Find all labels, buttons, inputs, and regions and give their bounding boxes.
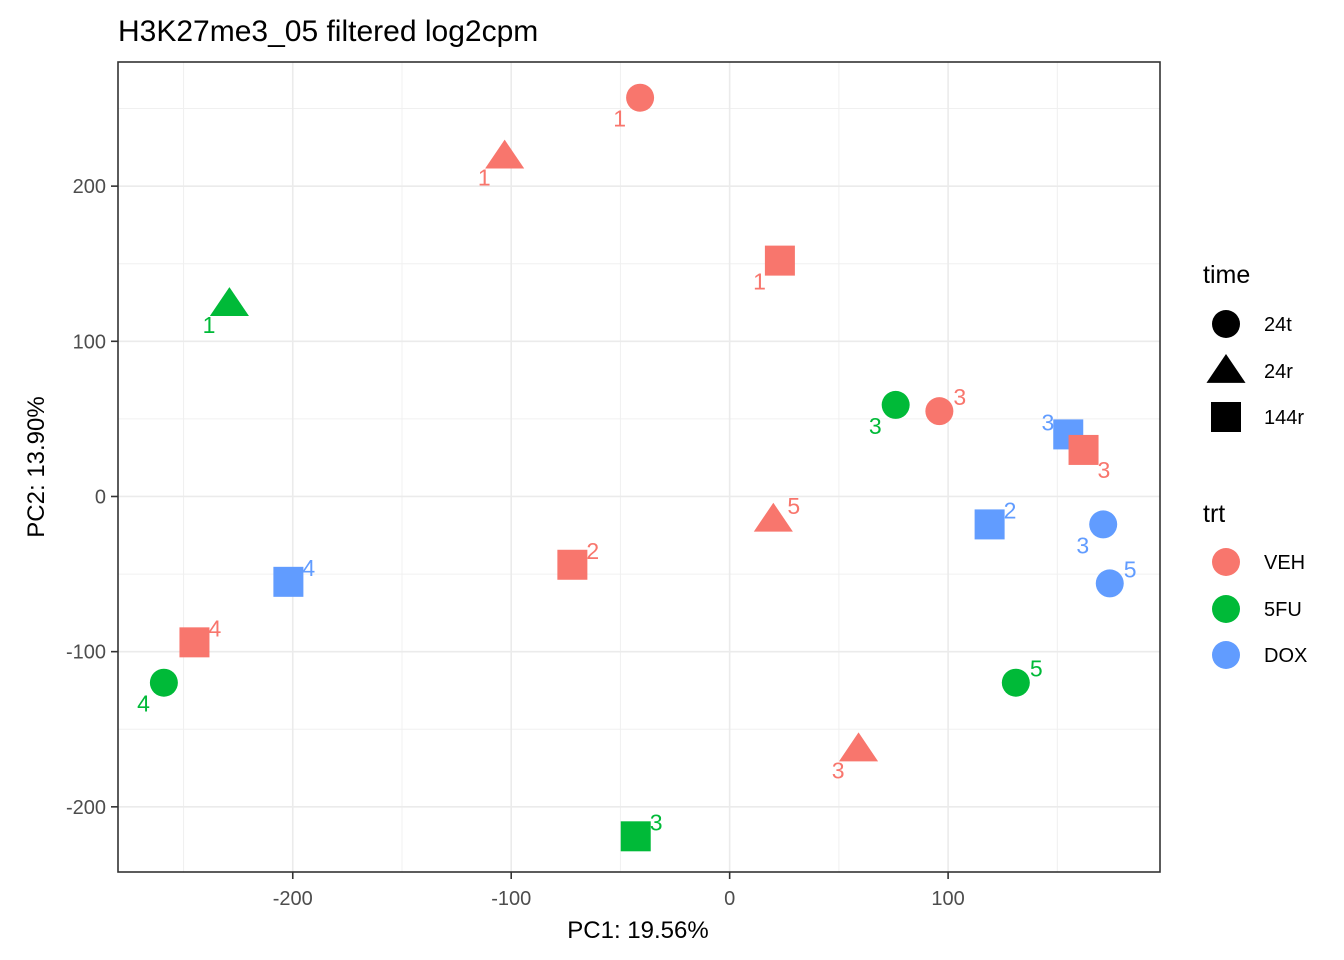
- point-label: 4: [137, 691, 150, 717]
- y-axis-ticks: -200 -100 0 100 200: [66, 176, 118, 819]
- x-axis-ticks: -200 -100 0 100: [273, 872, 965, 910]
- legend-key: [1212, 548, 1240, 576]
- y-tick-label: 100: [73, 331, 106, 353]
- point-label: 1: [753, 269, 766, 295]
- data-point: [557, 549, 588, 580]
- point-label: 5: [1124, 556, 1137, 582]
- x-axis-title: PC1: 19.56%: [567, 917, 708, 944]
- x-tick-label: -100: [491, 888, 531, 910]
- legend-label: 24t: [1264, 314, 1292, 336]
- legend-label: DOX: [1264, 645, 1307, 667]
- legend-key: [1206, 354, 1246, 383]
- point-label: 3: [1076, 532, 1089, 558]
- point-label: 3: [832, 757, 845, 783]
- data-point: [974, 509, 1005, 540]
- point-label: 3: [1041, 409, 1054, 435]
- data-point: [764, 245, 795, 276]
- chart-title: H3K27me3_05 filtered log2cpm: [118, 15, 538, 48]
- point-label: 2: [586, 538, 599, 564]
- y-tick-label: 200: [73, 176, 106, 198]
- data-points: [149, 83, 1124, 852]
- point-label: 5: [1030, 656, 1043, 682]
- point-label: 2: [1004, 497, 1017, 523]
- legend-title: trt: [1203, 500, 1225, 528]
- y-axis-title: PC2: 13.90%: [23, 396, 50, 537]
- point-label: 3: [1098, 457, 1111, 483]
- x-tick-label: 100: [931, 888, 964, 910]
- data-point: [753, 502, 793, 532]
- data-point: [1001, 668, 1030, 697]
- data-point: [273, 566, 304, 597]
- legend-label: VEH: [1264, 552, 1305, 574]
- data-point: [925, 397, 954, 426]
- data-point: [1068, 434, 1099, 465]
- data-point: [179, 627, 210, 658]
- plot-panel-border: [117, 61, 1161, 873]
- major-gridlines: [118, 62, 1160, 872]
- point-label: 3: [953, 384, 966, 410]
- legend-label: 5FU: [1264, 599, 1302, 621]
- point-label: 3: [650, 809, 663, 835]
- point-label: 1: [478, 165, 491, 191]
- legend-label: 24r: [1264, 361, 1293, 383]
- x-tick-label: 0: [724, 888, 735, 910]
- point-label: 1: [203, 312, 216, 338]
- legend-key: [1212, 595, 1240, 623]
- data-point: [1095, 569, 1124, 598]
- point-label: 4: [208, 615, 221, 641]
- legends: time 24t 24r 144r trt VEH 5FU DOX: [1203, 261, 1307, 669]
- x-tick-label: -200: [273, 888, 313, 910]
- data-point: [626, 83, 655, 112]
- legend-title: time: [1203, 261, 1250, 289]
- y-tick-label: 0: [95, 486, 106, 508]
- legend-label: 144r: [1264, 407, 1304, 429]
- data-point: [209, 287, 249, 316]
- point-label: 4: [302, 555, 315, 581]
- point-labels: 1 1 1 1 3 3 3 3 2 3 5 5 2 4 4 4 5 3 3: [137, 106, 1136, 836]
- data-point: [1089, 510, 1118, 539]
- data-point: [838, 732, 879, 762]
- point-label: 1: [613, 106, 626, 132]
- data-point: [485, 139, 525, 169]
- data-point: [881, 390, 910, 419]
- legend-key: [1212, 641, 1240, 669]
- legend-key: [1212, 310, 1240, 338]
- point-label: 5: [787, 493, 800, 519]
- data-point: [149, 668, 178, 697]
- y-tick-label: -200: [66, 797, 106, 819]
- point-label: 3: [869, 413, 882, 439]
- data-point: [620, 821, 651, 852]
- y-tick-label: -100: [66, 642, 106, 664]
- legend-key: [1211, 402, 1241, 432]
